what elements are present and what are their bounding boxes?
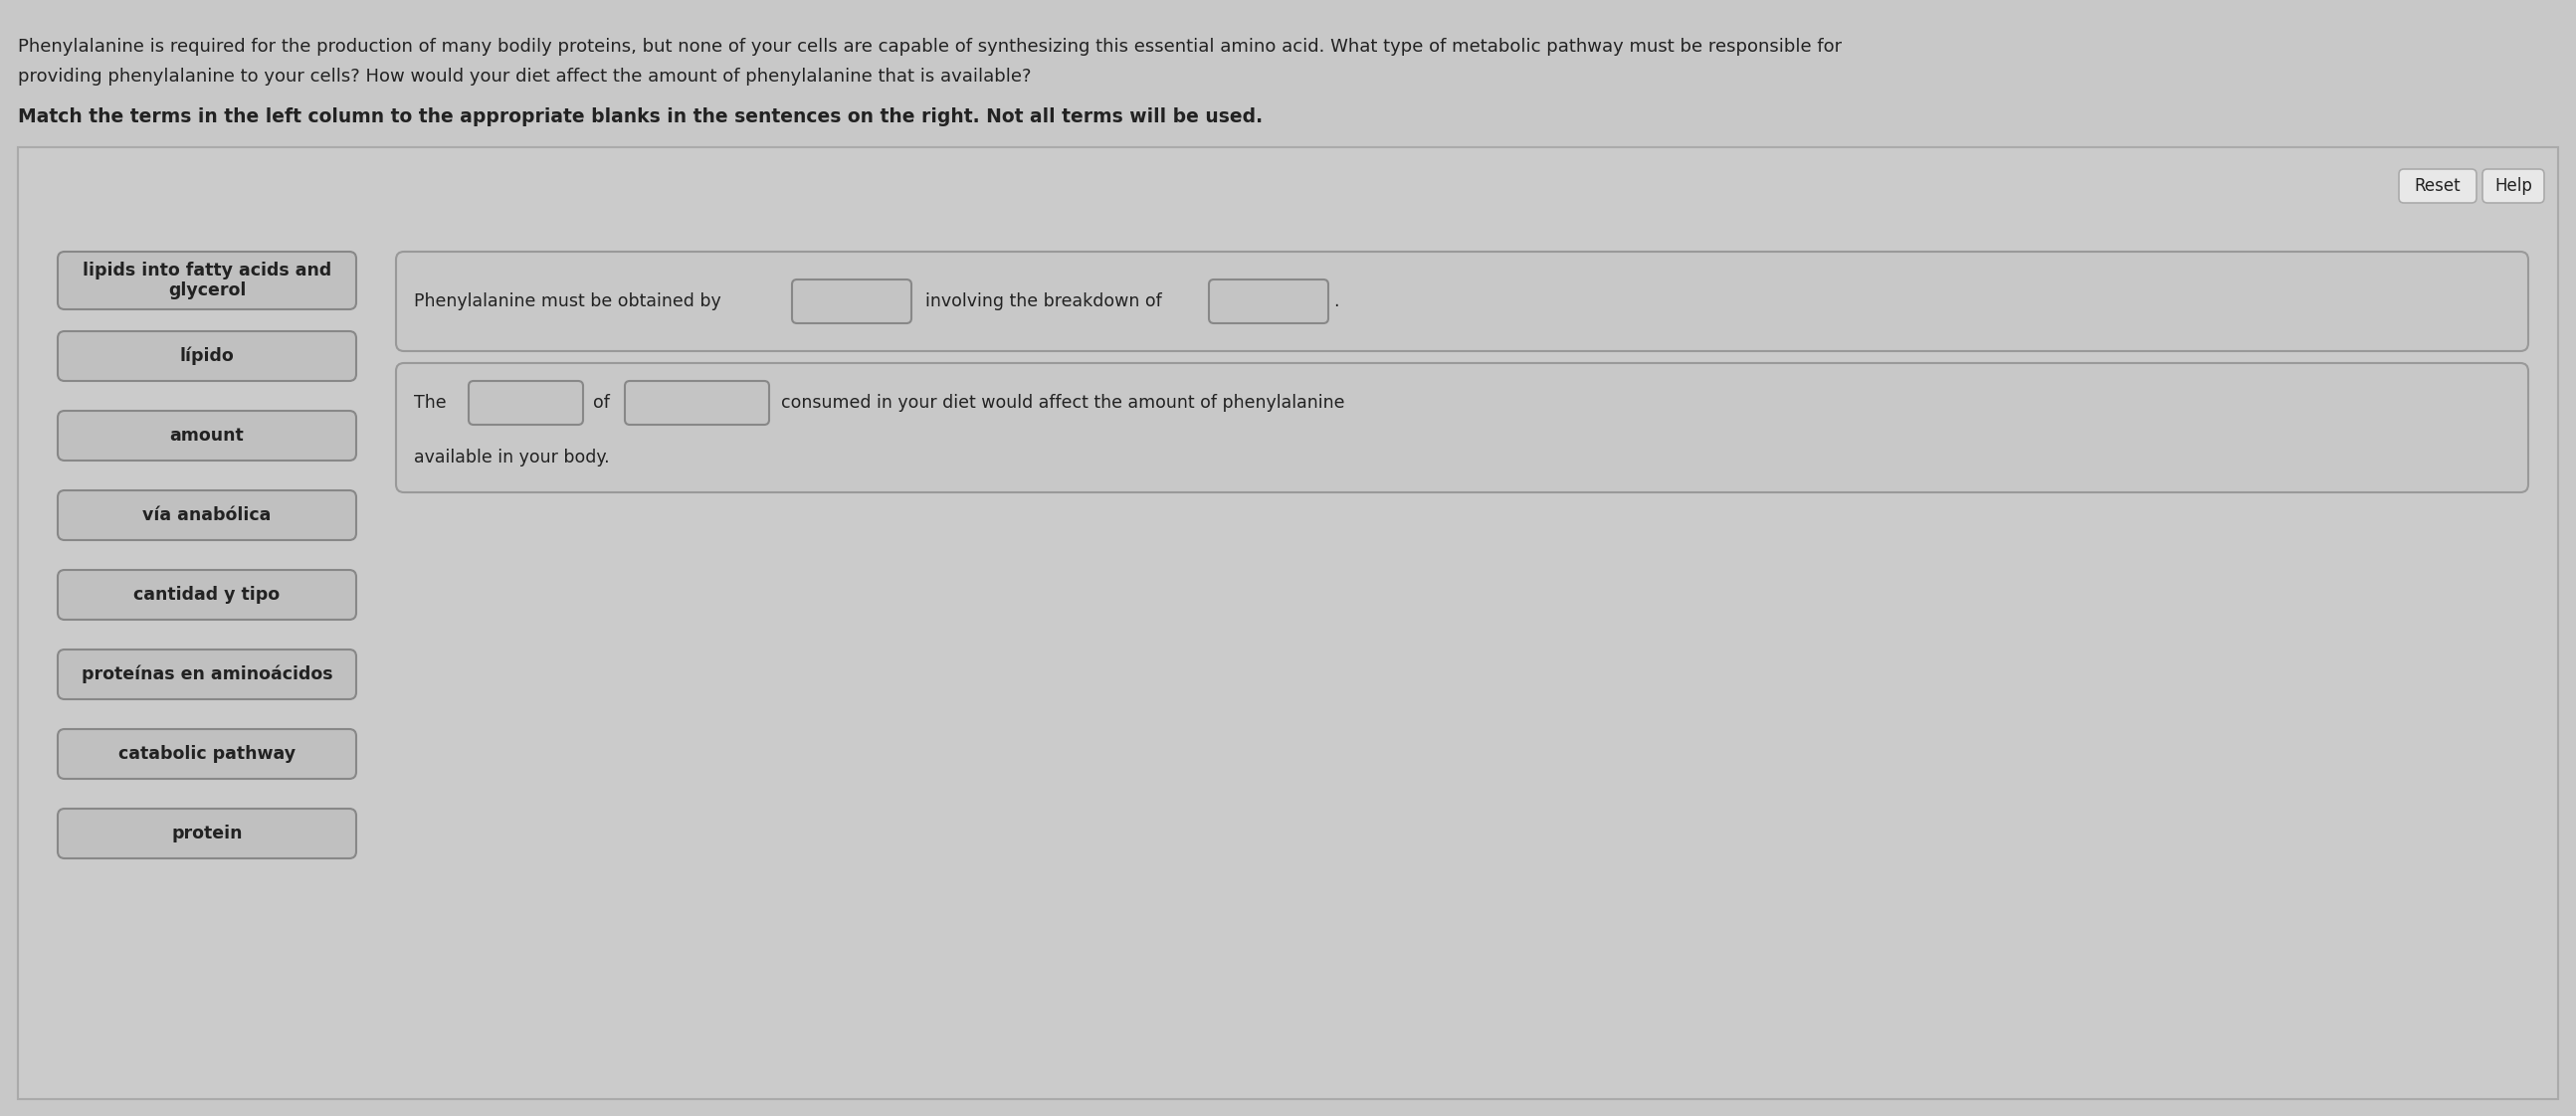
FancyBboxPatch shape bbox=[2398, 170, 2476, 203]
Text: Phenylalanine must be obtained by: Phenylalanine must be obtained by bbox=[415, 292, 721, 310]
Text: The: The bbox=[415, 394, 446, 412]
FancyBboxPatch shape bbox=[626, 381, 770, 425]
FancyBboxPatch shape bbox=[397, 251, 2527, 352]
Text: Help: Help bbox=[2494, 177, 2532, 195]
Text: lipids into fatty acids and
glycerol: lipids into fatty acids and glycerol bbox=[82, 261, 332, 300]
Text: providing phenylalanine to your cells? How would your diet affect the amount of : providing phenylalanine to your cells? H… bbox=[18, 68, 1030, 86]
FancyBboxPatch shape bbox=[57, 729, 355, 779]
FancyBboxPatch shape bbox=[1208, 279, 1329, 324]
Text: .: . bbox=[1334, 292, 1340, 310]
FancyBboxPatch shape bbox=[57, 490, 355, 540]
Bar bbox=[18, 147, 2558, 1099]
FancyBboxPatch shape bbox=[57, 809, 355, 858]
Text: Reset: Reset bbox=[2414, 177, 2460, 195]
Text: consumed in your diet would affect the amount of phenylalanine: consumed in your diet would affect the a… bbox=[781, 394, 1345, 412]
FancyBboxPatch shape bbox=[57, 650, 355, 700]
FancyBboxPatch shape bbox=[57, 411, 355, 461]
FancyBboxPatch shape bbox=[57, 251, 355, 309]
Text: proteínas en aminoácidos: proteínas en aminoácidos bbox=[82, 665, 332, 684]
Text: amount: amount bbox=[170, 426, 245, 444]
FancyBboxPatch shape bbox=[57, 570, 355, 619]
FancyBboxPatch shape bbox=[791, 279, 912, 324]
Text: Phenylalanine is required for the production of many bodily proteins, but none o: Phenylalanine is required for the produc… bbox=[18, 38, 1842, 56]
FancyBboxPatch shape bbox=[57, 331, 355, 381]
Text: lípido: lípido bbox=[180, 347, 234, 365]
FancyBboxPatch shape bbox=[469, 381, 582, 425]
Text: vía anabólica: vía anabólica bbox=[142, 507, 270, 525]
Text: available in your body.: available in your body. bbox=[415, 449, 611, 466]
FancyBboxPatch shape bbox=[2483, 170, 2545, 203]
Text: cantidad y tipo: cantidad y tipo bbox=[134, 586, 281, 604]
FancyBboxPatch shape bbox=[397, 363, 2527, 492]
Text: protein: protein bbox=[173, 825, 242, 843]
Text: catabolic pathway: catabolic pathway bbox=[118, 745, 296, 763]
Text: of: of bbox=[592, 394, 611, 412]
Text: Match the terms in the left column to the appropriate blanks in the sentences on: Match the terms in the left column to th… bbox=[18, 107, 1262, 126]
Text: involving the breakdown of: involving the breakdown of bbox=[925, 292, 1162, 310]
